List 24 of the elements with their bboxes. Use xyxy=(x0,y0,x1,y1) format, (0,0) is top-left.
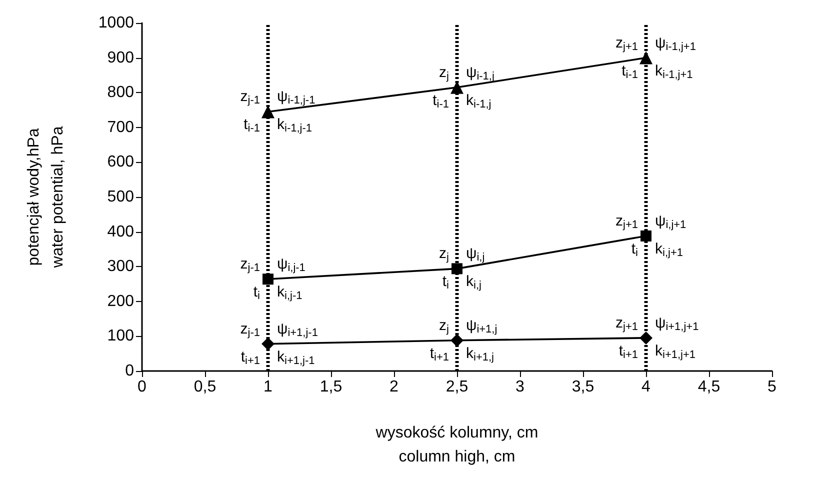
x-tick-label: 4,5 xyxy=(698,378,720,396)
y-tick-label: 800 xyxy=(107,84,134,102)
y-tick-label: 0 xyxy=(125,362,134,380)
y-tick-label: 100 xyxy=(107,328,134,345)
y-axis-title: potencjał wody,hPa water potential, hPa xyxy=(26,126,66,269)
y-tick-label: 900 xyxy=(107,49,134,66)
y-tick-label: 200 xyxy=(107,292,134,310)
x-tick-label: 2 xyxy=(390,378,399,396)
y-tick-label: 500 xyxy=(107,188,134,206)
x-tick-label: 3 xyxy=(516,378,525,396)
y-tick-label: 700 xyxy=(107,118,134,136)
x-tick-label: 1,5 xyxy=(320,378,342,396)
x-tick-label: 3,5 xyxy=(572,378,594,396)
y-tick-label: 1000 xyxy=(98,14,134,32)
y-tick-label: 600 xyxy=(107,154,134,171)
y-tick-label: 400 xyxy=(107,223,134,240)
y-tick-label: 300 xyxy=(107,258,134,276)
x-tick-label: 0 xyxy=(138,378,147,396)
x-tick-label: 1 xyxy=(264,378,273,396)
x-axis-title: wysokość kolumny, cm column high, cm xyxy=(374,424,538,466)
x-tick-label: 0,5 xyxy=(194,378,216,396)
x-tick-label: 2,5 xyxy=(446,378,468,396)
x-tick-label: 5 xyxy=(768,378,777,396)
x-tick-label: 4 xyxy=(642,378,651,396)
